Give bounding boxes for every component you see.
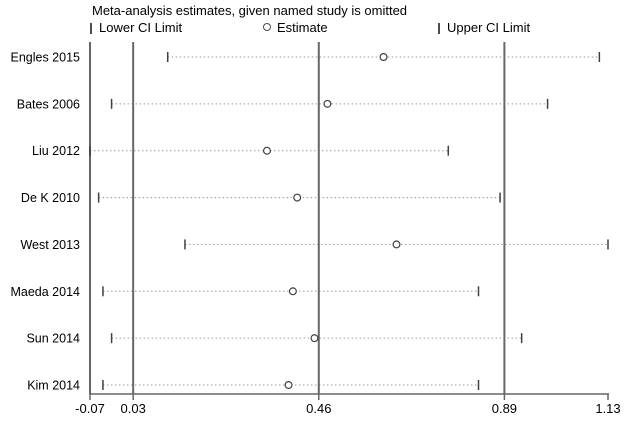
- estimate-marker: [262, 146, 271, 155]
- study-label: Liu 2012: [32, 144, 80, 158]
- x-axis-tick-label: 1.13: [595, 401, 620, 416]
- legend-item-lower-ci: Lower CI Limit: [90, 20, 182, 35]
- upper-ci-tick-icon: [438, 23, 440, 34]
- estimate-marker: [310, 334, 319, 343]
- study-label: Engles 2015: [10, 51, 80, 65]
- legend-label-upper-ci: Upper CI Limit: [447, 20, 531, 35]
- chart-legend: Lower CI Limit Estimate Upper CI Limit: [0, 20, 626, 36]
- study-label: Kim 2014: [27, 379, 80, 393]
- legend-label-estimate: Estimate: [277, 20, 328, 35]
- estimate-marker: [284, 381, 293, 390]
- estimate-circle-icon: [263, 23, 271, 31]
- study-label: Maeda 2014: [10, 285, 80, 299]
- estimate-marker: [293, 193, 302, 202]
- estimate-marker: [323, 99, 332, 108]
- legend-label-lower-ci: Lower CI Limit: [99, 20, 183, 35]
- x-axis-tick-label: 0.46: [306, 401, 331, 416]
- lower-ci-tick-icon: [90, 23, 92, 34]
- estimate-marker: [392, 240, 401, 249]
- x-axis-tick-label: -0.07: [75, 401, 105, 416]
- study-label: De K 2010: [21, 191, 80, 205]
- study-label: West 2013: [20, 238, 80, 252]
- legend-item-estimate: Estimate: [263, 20, 328, 35]
- x-axis-tick-label: 0.89: [492, 401, 517, 416]
- estimate-marker: [288, 287, 297, 296]
- legend-item-upper-ci: Upper CI Limit: [438, 20, 530, 35]
- estimate-marker: [379, 52, 388, 61]
- x-axis-tick-label: 0.03: [121, 401, 146, 416]
- study-label: Sun 2014: [26, 332, 80, 346]
- chart-title: Meta-analysis estimates, given named stu…: [92, 3, 408, 18]
- study-label: Bates 2006: [17, 97, 80, 111]
